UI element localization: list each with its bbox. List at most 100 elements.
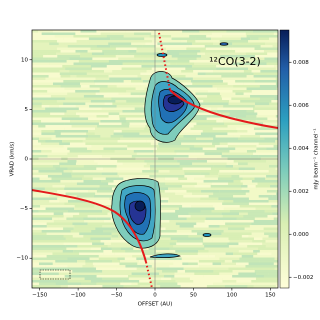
beam-box (39, 269, 71, 280)
noise-cell (32, 105, 42, 108)
noise-cell (32, 65, 63, 68)
noise-cell (275, 67, 278, 71)
noise-cell (265, 42, 278, 46)
noise-cell (253, 60, 278, 63)
noise-cell (87, 50, 103, 53)
noise-cell (108, 112, 120, 116)
noise-cell (45, 107, 79, 111)
noise-cell (228, 102, 255, 106)
noise-cell (32, 285, 61, 288)
noise-cell (202, 130, 238, 133)
noise-cell (96, 45, 111, 48)
noise-cell (131, 142, 151, 146)
noise-cell (91, 67, 122, 71)
noise-cell (155, 155, 189, 158)
noise-cell (221, 232, 252, 236)
colorbar-tick-label: 0.008 (293, 60, 309, 66)
noise-cell (114, 150, 134, 153)
noise-cell (263, 122, 278, 126)
noise-cell (38, 30, 53, 33)
noise-cell (160, 187, 169, 191)
noise-cell (41, 120, 71, 123)
noise-cell (104, 102, 113, 106)
noise-cell (134, 32, 152, 36)
noise-cell (181, 185, 195, 188)
noise-cell (32, 122, 65, 126)
noise-cell (75, 77, 96, 81)
noise-cell (100, 120, 127, 123)
noise-cell (243, 92, 263, 96)
noise-cell (207, 95, 222, 98)
noise-cell (203, 180, 234, 183)
noise-cell (160, 230, 177, 233)
noise-cell (226, 30, 253, 33)
noise-cell (177, 270, 185, 273)
noise-cell (92, 242, 105, 246)
noise-cell (175, 222, 197, 226)
noise-cell (240, 180, 252, 183)
noise-cell (123, 35, 150, 38)
noise-cell (69, 150, 92, 153)
noise-cell (219, 257, 240, 261)
noise-cell (172, 132, 201, 136)
noise-cell (171, 35, 190, 38)
noise-cell (189, 112, 215, 116)
noise-cell (63, 37, 89, 41)
noise-cell (275, 82, 278, 86)
noise-cell (128, 270, 163, 273)
noise-cell (231, 97, 260, 101)
noise-cell (41, 105, 50, 108)
noise-cell (165, 182, 197, 186)
noise-cell (223, 207, 256, 211)
noise-cell (32, 247, 67, 251)
noise-cell (247, 185, 256, 188)
noise-cell (184, 90, 208, 93)
noise-cell (205, 217, 237, 221)
noise-cell (32, 197, 58, 201)
noise-cell (200, 235, 222, 238)
noise-cell (32, 172, 62, 176)
noise-cell (270, 185, 278, 188)
noise-cell (95, 92, 119, 96)
noise-cell (86, 72, 112, 76)
noise-cell (112, 102, 132, 106)
x-tick-label: 100 (227, 293, 238, 299)
noise-cell (77, 260, 86, 263)
noise-cell (32, 82, 53, 86)
noise-cell (245, 52, 268, 56)
noise-cell (64, 275, 97, 278)
noise-cell (89, 105, 117, 108)
noise-cell (203, 240, 213, 243)
noise-cell (119, 175, 150, 178)
noise-cell (236, 280, 252, 283)
noise-cell (240, 100, 272, 103)
noise-cell (177, 160, 207, 163)
noise-cell (32, 137, 40, 141)
noise-cell (266, 175, 278, 178)
noise-cell (227, 142, 259, 146)
noise-cell (231, 175, 240, 178)
noise-cell (50, 112, 65, 116)
noise-cell (65, 67, 92, 71)
noise-cell (32, 102, 42, 106)
noise-cell (227, 125, 261, 128)
noise-cell (221, 77, 249, 81)
noise-cell (67, 265, 83, 268)
noise-cell (258, 247, 278, 251)
noise-cell (184, 270, 214, 273)
noise-cell (32, 32, 42, 36)
noise-cell (49, 42, 59, 46)
noise-cell (46, 232, 80, 236)
noise-cell (87, 147, 104, 151)
noise-cell (156, 282, 178, 286)
noise-cell (175, 192, 193, 196)
noise-cell (115, 55, 135, 58)
noise-cell (221, 235, 242, 238)
noise-cell (99, 87, 136, 91)
noise-cell (222, 202, 249, 206)
noise-cell (254, 270, 278, 273)
noise-cell (113, 132, 140, 136)
noise-cell (32, 140, 39, 143)
noise-cell (115, 47, 137, 51)
noise-cell (266, 190, 278, 193)
